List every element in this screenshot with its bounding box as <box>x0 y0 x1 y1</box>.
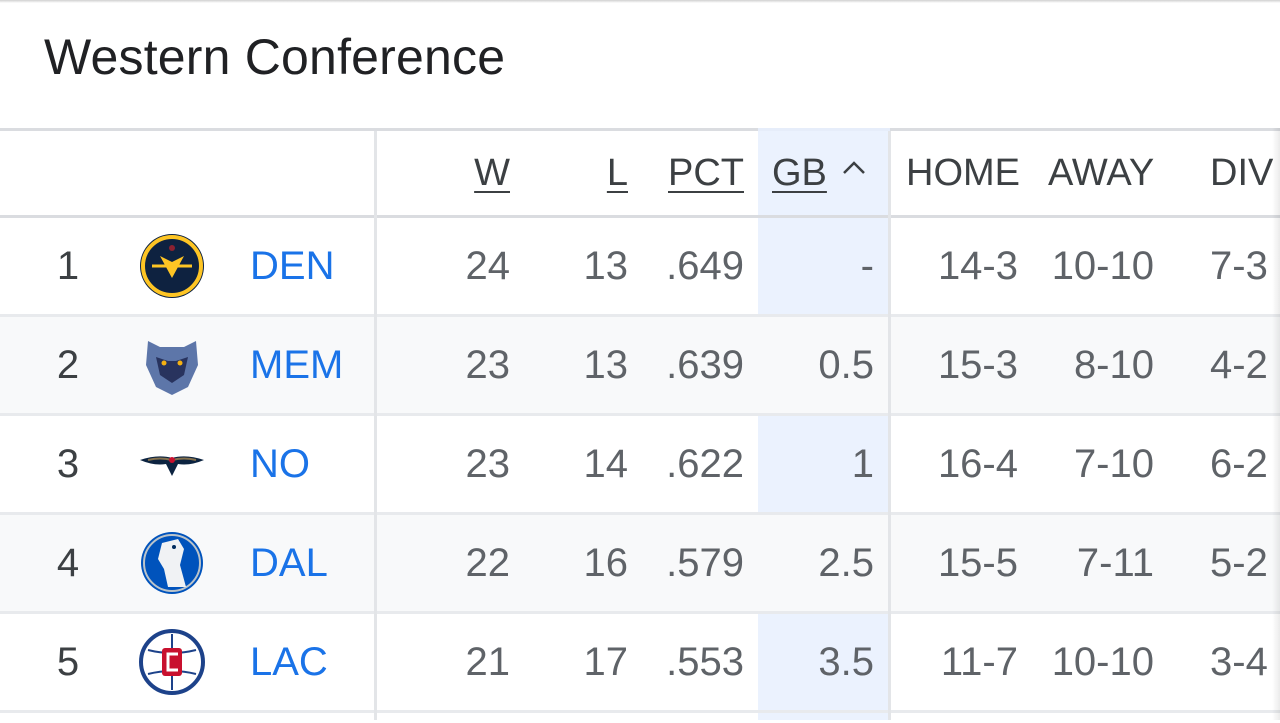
losses: 14 <box>583 442 629 486</box>
rank: 2 <box>56 343 80 387</box>
games-behind: 0.5 <box>818 343 874 387</box>
wins: 24 <box>465 244 511 288</box>
away-record: 7-10 <box>1073 442 1154 486</box>
away-record: 8-10 <box>1073 343 1154 387</box>
table-row[interactable]: 2 MEM 23 13 .639 0.5 15-3 8-10 4-2 <box>0 317 1280 416</box>
home-record: 14-3 <box>937 244 1018 288</box>
games-behind: - <box>860 244 874 288</box>
col-header-w[interactable]: W <box>474 152 510 194</box>
team-link[interactable]: DAL <box>250 541 328 585</box>
memphis-grizzlies-logo-icon <box>146 341 198 395</box>
wins: 23 <box>465 442 511 486</box>
away-record: 10-10 <box>1051 640 1154 684</box>
col-header-div: DIV <box>1210 152 1274 194</box>
div-record: 5-2 <box>1210 541 1268 585</box>
games-behind: 1 <box>851 442 874 486</box>
new-orleans-pelicans-logo-icon <box>140 456 204 476</box>
losses: 13 <box>583 343 629 387</box>
rank: 3 <box>56 442 80 486</box>
home-record: 15-3 <box>937 343 1018 387</box>
col-header-home: HOME <box>906 152 1020 194</box>
denver-nuggets-logo-icon <box>140 234 204 298</box>
win-pct: .622 <box>666 442 744 486</box>
win-pct: .579 <box>666 541 744 585</box>
sort-ascending-icon[interactable] <box>840 158 868 178</box>
page-title: Western Conference <box>44 29 506 85</box>
col-header-gb[interactable]: GB <box>772 152 827 194</box>
table-row[interactable]: 5 LAC 21 17 .553 3.5 11-7 10-10 3-4 <box>0 614 1280 713</box>
dallas-mavericks-logo-icon <box>141 532 203 594</box>
home-record: 16-4 <box>937 442 1018 486</box>
div-record: 3-4 <box>1210 640 1268 684</box>
losses: 17 <box>583 640 629 684</box>
col-header-l[interactable]: L <box>606 152 628 194</box>
away-record: 10-10 <box>1051 244 1154 288</box>
gb-column-divider <box>888 131 891 720</box>
rank: 4 <box>56 541 80 585</box>
games-behind: 2.5 <box>818 541 874 585</box>
home-record: 15-5 <box>937 541 1018 585</box>
team-link[interactable]: DEN <box>250 244 335 288</box>
home-record: 11-7 <box>940 640 1018 684</box>
rank: 1 <box>56 244 80 288</box>
team-link[interactable]: NO <box>250 442 310 486</box>
gb-sort-highlight <box>758 128 890 720</box>
win-pct: .649 <box>666 244 744 288</box>
away-record: 7-11 <box>1076 541 1154 585</box>
team-link[interactable]: MEM <box>250 343 344 387</box>
table-row[interactable]: 4 DAL 22 16 .579 2.5 15-5 7-11 5-2 <box>0 515 1280 614</box>
top-edge <box>0 0 1280 3</box>
standings-table <box>0 128 1280 723</box>
div-record: 4-2 <box>1210 343 1268 387</box>
col-header-pct[interactable]: PCT <box>668 152 744 194</box>
losses: 16 <box>583 541 629 585</box>
wins: 22 <box>465 541 511 585</box>
wins: 23 <box>465 343 511 387</box>
win-pct: .553 <box>666 640 744 684</box>
scroll-edge-shadow <box>1272 128 1280 720</box>
div-record: 7-3 <box>1210 244 1268 288</box>
win-pct: .639 <box>666 343 744 387</box>
games-behind: 3.5 <box>818 640 874 684</box>
table-row[interactable]: 1 DEN 24 13 .649 - 14-3 10-10 7-3 <box>0 218 1280 317</box>
table-header: W L PCT GB HOME AWAY DIV <box>0 131 1280 218</box>
col-header-away: AWAY <box>1048 152 1155 194</box>
team-column-divider <box>374 131 377 720</box>
losses: 13 <box>583 244 629 288</box>
table-row[interactable]: 3 NO 23 14 .622 1 16-4 7-10 6-2 <box>0 416 1280 515</box>
team-link[interactable]: LAC <box>250 640 328 684</box>
div-record: 6-2 <box>1210 442 1268 486</box>
wins: 21 <box>465 640 511 684</box>
la-clippers-logo-icon <box>139 629 205 695</box>
rank: 5 <box>56 640 80 684</box>
